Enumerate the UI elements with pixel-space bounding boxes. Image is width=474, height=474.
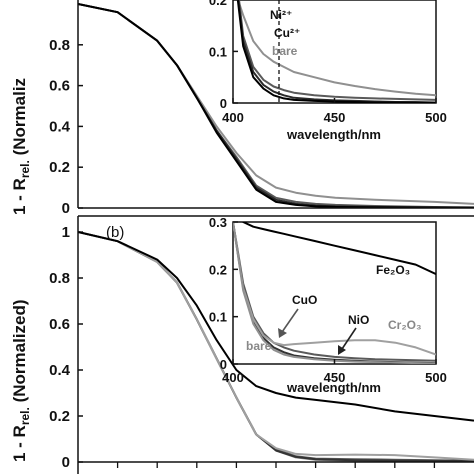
panel-b-inset-ytick-label: 0 [220,357,227,372]
panel-b-ytick-label: 0 [62,454,70,471]
panel-b-x-axis [116,462,436,468]
panel-b-ytick-label: 0.4 [49,362,71,379]
legend-label-fe: Fe [265,0,279,2]
label-cr2o3: Cr₂O₃ [388,318,422,332]
panel-a-ytick-label: 0.4 [49,118,71,135]
legend-label-bare: bare [272,44,298,58]
label-fe2o3: Fe₂O₃ [376,263,410,277]
panel-b-inset-xtick-label: 500 [425,370,447,385]
panel-b-ylabel: 1 - Rrel. (Normalized) [10,299,32,462]
panel-a-ytick-label: 0.6 [49,78,70,95]
panel-b-inset-x-axis: 400 450 500 [222,359,447,385]
panel-a-ylabel: 1 - Rrel. (Normaliz [10,78,32,215]
panel-b-inset-series-fe2o3 [242,222,436,276]
panel-a-inset-ytick-label: 0.2 [209,0,227,8]
panel-b-inset-y-axis: 0 0.1 0.2 0.3 [209,215,238,372]
panel-a-inset-xtick-label: 500 [425,110,447,125]
panel-b-inset-series [233,222,436,364]
panel-b-ytick-label: 0.2 [49,408,70,425]
panel-a-ytick-label: 0.8 [49,37,70,54]
panel-b-ytick-label: 1 [62,224,70,241]
panel-b-inset-ytick-label: 0.3 [209,215,227,230]
panel-b-inset-xtick-label: 450 [324,370,346,385]
panel-b-label: (b) [106,224,124,241]
label-bare: bare [246,339,272,353]
panel-b-inset-xlabel: wavelength/nm [286,380,381,395]
panel-a-inset-series-cu2- [238,0,436,101]
label-nio: NiO [348,313,369,327]
panel-b-inset-ytick-label: 0.1 [209,310,227,325]
panel-a-inset-series-fe3- [236,0,436,103]
panel-b-series-fe2o3 [78,231,474,422]
panel-a-ytick-label: 0.2 [49,159,70,176]
panel-a-inset-x-axis: 400 450 500 [222,98,447,125]
panel-a-ytick-label: 0 [62,200,70,217]
panel-b-inset-series-cr2o3 [233,222,436,356]
panel-b-ytick-label: 0.6 [49,316,70,333]
label-cuo: CuO [292,293,317,307]
panel-b-inset-xtick-label: 400 [222,370,244,385]
panel-a-inset-xtick-label: 450 [324,110,346,125]
legend-label-ni: Ni²⁺ [270,8,292,22]
panel-a-inset-ytick-label: 0 [220,96,227,111]
panel-a-series [78,3,474,208]
arrow-nio [338,327,357,355]
panel-b-inset-series-cuo [233,222,436,362]
panel-b-inset-ytick-label: 0.2 [209,262,227,277]
panel-a-inset-y-axis: 0 0.1 0.2 [209,0,238,111]
panel-a-inset-xtick-label: 400 [222,110,244,125]
panel-b-inset: 0 0.1 0.2 0.3 400 450 500 wavelength/nm Fe₂O₃… [209,215,447,395]
panel-b-y-axis: 0 0.2 0.4 0.6 0.8 1 [49,224,83,471]
panel-b-series-cr2o3 [78,231,474,461]
panel-a: 1 - Rrel. (Normaliz 0 0.2 0.4 0.6 0.8 0 0.1 0.… [10,0,474,217]
panel-a-inset-series-bare [237,0,436,97]
panel-b: 1 - Rrel. (Normalized) (b) 0 0.2 0.4 0.6 0.8… [10,215,474,474]
panel-b-series [78,231,474,462]
arrow-cuo [278,308,299,338]
panel-a-inset-ytick-label: 0.1 [209,44,227,59]
panel-b-ytick-label: 0.8 [49,270,70,287]
panel-a-inset-series [236,0,436,103]
legend-label-cu: Cu²⁺ [274,26,300,40]
panel-a-y-axis: 0 0.2 0.4 0.6 0.8 [49,37,83,217]
panel-a-inset-xlabel: wavelength/nm [286,127,381,142]
panel-b-inset-series-bare [233,222,436,364]
